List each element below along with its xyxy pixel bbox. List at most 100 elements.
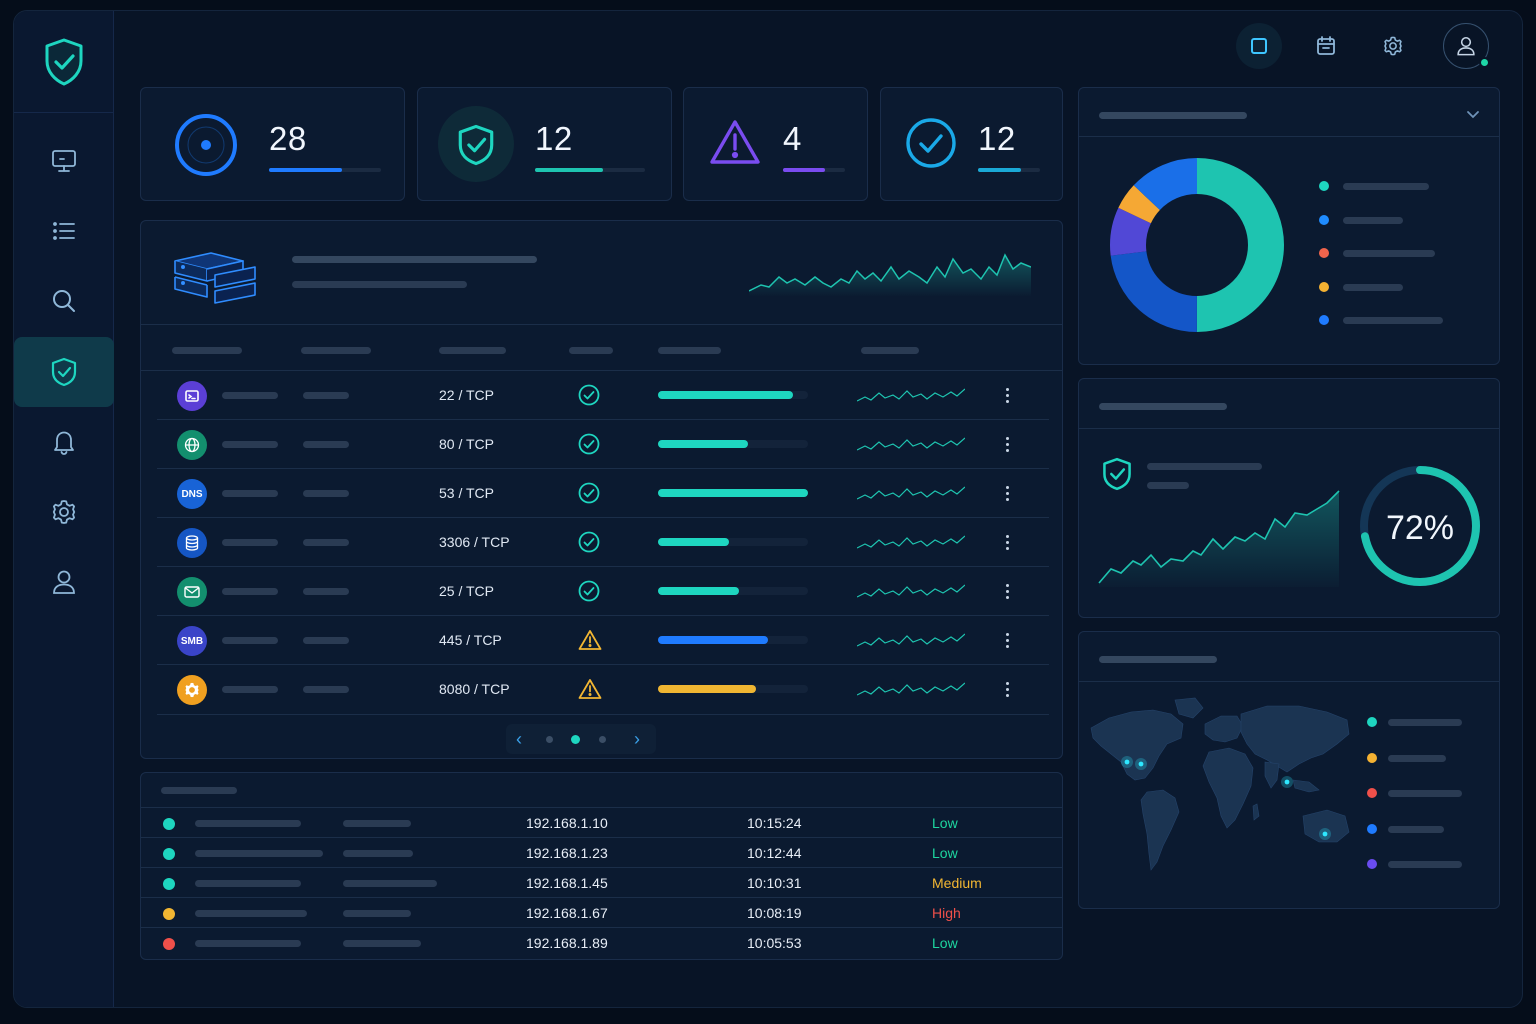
table-row[interactable]: 192.168.1.45 10:10:31 Medium [141,868,1062,898]
more-options-icon[interactable] [997,432,1017,456]
legend-dot [1319,181,1329,191]
card-title-placeholder [1099,656,1217,663]
table-row[interactable]: 25 / TCP [141,567,1062,616]
check-circle-icon [578,531,600,553]
check-circle-icon [578,433,600,455]
table-row[interactable]: 3306 / TCP [141,518,1062,567]
service-name-placeholder [222,490,278,497]
column-header [439,347,506,354]
service-host-placeholder [303,441,349,448]
event-severity: Low [932,935,958,951]
legend-dot [1367,752,1377,763]
event-source-placeholder [343,820,411,827]
threat-donut-chart [1110,158,1284,332]
sidebar-item-profile[interactable] [14,547,114,617]
warning-triangle-icon [710,120,760,164]
service-host-placeholder [303,490,349,497]
chevron-right-icon[interactable]: › [634,729,640,749]
check-circle-icon [906,118,956,168]
settings-button[interactable] [1370,23,1416,69]
card-title-placeholder [292,256,537,263]
stat-card-resolved[interactable]: 12 [880,87,1063,201]
service-host-placeholder [303,686,349,693]
legend-label-placeholder [1388,719,1462,726]
row-divider [141,927,1062,928]
column-header [172,347,242,354]
logo[interactable] [14,11,114,113]
card-title-placeholder [1099,112,1247,119]
event-severity: High [932,905,961,921]
table-row[interactable]: 192.168.1.67 10:08:19 High [141,898,1062,928]
more-options-icon[interactable] [997,579,1017,603]
row-sparkline [856,388,966,402]
security-score-value: 72% [1385,509,1455,547]
more-options-icon[interactable] [997,530,1017,554]
divider [141,324,1062,325]
legend-dot [1319,214,1329,225]
app-frame: 28 12 4 12 [13,10,1523,1008]
sidebar-item-alerts[interactable] [14,407,114,477]
card-subtitle-placeholder [1147,463,1262,470]
sidebar-item-settings[interactable] [14,477,114,547]
event-ip: 192.168.1.10 [526,815,608,831]
status-cell [578,678,602,705]
event-source-placeholder [343,940,421,947]
sidebar-item-security[interactable] [14,337,114,407]
user-avatar-button[interactable] [1443,23,1490,69]
table-row[interactable]: 192.168.1.23 10:12:44 Low [141,838,1062,868]
icon-bg [438,106,514,182]
row-sparkline [856,535,966,549]
row-divider [141,867,1062,868]
table-row[interactable]: 22 / TCP [141,371,1062,420]
legend-label-placeholder [1343,283,1403,291]
service-host-placeholder [303,588,349,595]
sidebar-item-list[interactable] [14,196,114,266]
check-circle-icon [578,482,600,504]
sidebar-item-search[interactable] [14,266,114,336]
chevron-down-icon[interactable] [1466,110,1480,120]
sidebar-item-monitor[interactable] [14,126,114,196]
more-options-icon[interactable] [997,628,1017,652]
page-dot[interactable] [599,736,606,743]
event-name-placeholder [195,880,301,887]
chevron-left-icon[interactable]: ‹ [516,729,522,749]
row-divider [157,664,1049,665]
world-map[interactable] [1087,694,1355,884]
warning-icon [578,630,602,650]
table-row[interactable]: 80 / TCP [141,420,1062,469]
view-toggle-button[interactable] [1236,23,1282,69]
page-dot-active[interactable] [571,735,580,744]
divider [1079,136,1499,137]
table-row[interactable]: 192.168.1.10 10:15:24 Low [141,808,1062,838]
donut-slice[interactable] [1110,158,1284,332]
event-status-dot [163,818,175,830]
service-name-placeholder [222,588,278,595]
more-options-icon[interactable] [997,383,1017,407]
table-row[interactable]: 8080 / TCP [141,665,1062,714]
risk-progress [658,587,808,595]
table-row[interactable]: 192.168.1.89 10:05:53 Low [141,928,1062,958]
donut-slice[interactable] [1110,158,1284,332]
stat-progress [978,168,1040,172]
warning-icon [578,679,602,699]
stat-card-warnings[interactable]: 4 [683,87,868,201]
port-label: 53 / TCP [439,485,494,501]
event-time: 10:10:31 [747,875,802,891]
card-title-placeholder [161,787,237,794]
table-row[interactable]: DNS 53 / TCP [141,469,1062,518]
online-status-dot [1479,57,1490,68]
table-row[interactable]: SMB 445 / TCP [141,616,1062,665]
more-options-icon[interactable] [997,481,1017,505]
stat-card-protected[interactable]: 12 [417,87,672,201]
stat-card-scans[interactable]: 28 [140,87,405,201]
more-options-icon[interactable] [997,677,1017,701]
service-name-placeholder [222,686,278,693]
security-score-ring [1360,466,1480,586]
event-ip: 192.168.1.67 [526,905,608,921]
page-dot[interactable] [546,736,553,743]
service-name-placeholder [222,441,278,448]
search-icon [53,290,75,312]
legend-label-placeholder [1343,183,1429,190]
calendar-button[interactable] [1303,23,1349,69]
row-divider [157,468,1049,469]
